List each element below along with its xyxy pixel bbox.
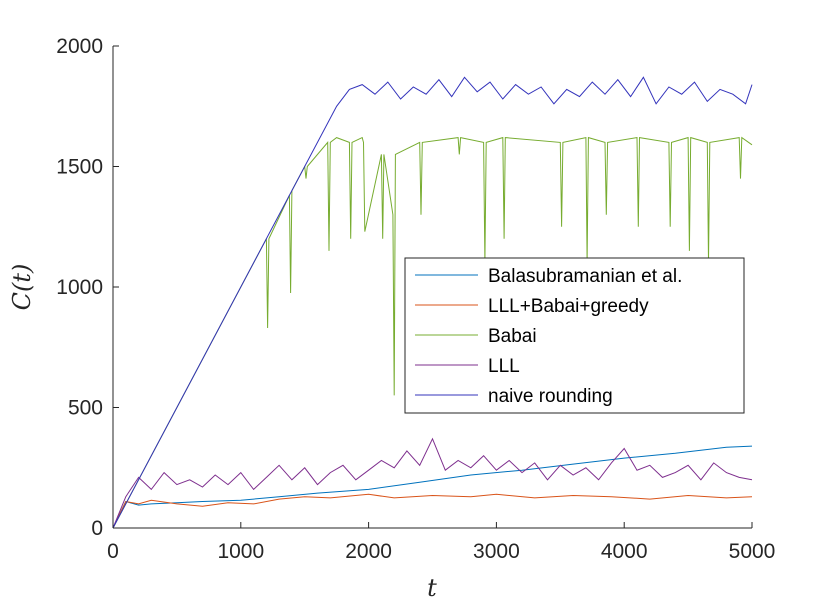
x-ticks: 0 1000 2000 3000 4000 5000 [107, 522, 775, 563]
legend-label: LLL+Babai+greedy [488, 296, 649, 317]
series-line-4 [112, 76, 753, 529]
y-axis-title: C(t) [8, 264, 36, 311]
series-line-3 [112, 437, 753, 529]
y-tick-label: 1500 [56, 156, 103, 179]
legend-label: naive rounding [488, 386, 613, 407]
series-line-1 [112, 493, 753, 529]
y-tick-label: 500 [68, 397, 103, 420]
series-line-2 [112, 136, 753, 529]
legend-entries: Balasubramanian et al. LLL+Babai+greedy Ba… [415, 266, 682, 407]
x-tick-label: 0 [107, 540, 119, 563]
x-tick-label: 2000 [345, 540, 392, 563]
x-axis-title: t [427, 574, 437, 602]
legend-label: Babai [488, 326, 537, 347]
x-tick-label: 3000 [473, 540, 520, 563]
y-tick-label: 2000 [56, 35, 103, 58]
x-tick-label: 1000 [217, 540, 264, 563]
x-tick-label: 4000 [601, 540, 648, 563]
y-ticks: 0 500 1000 1500 2000 [56, 35, 119, 540]
legend: Balasubramanian et al. LLL+Babai+greedy Ba… [404, 257, 745, 414]
y-tick-label: 1000 [56, 276, 103, 299]
series-layer [112, 76, 753, 529]
y-tick-label: 0 [91, 517, 103, 540]
legend-label: LLL [488, 356, 520, 377]
series-line-0 [112, 445, 753, 529]
x-tick-label: 5000 [729, 540, 776, 563]
legend-label: Balasubramanian et al. [488, 266, 682, 287]
